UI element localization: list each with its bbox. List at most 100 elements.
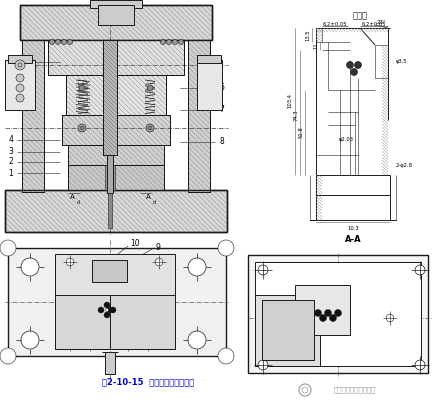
Text: φ3.5: φ3.5 (396, 60, 408, 64)
Circle shape (78, 124, 86, 132)
Bar (262, 300, 314, 360)
Circle shape (161, 40, 165, 45)
Circle shape (145, 327, 151, 333)
Circle shape (147, 85, 153, 91)
Bar (103, 40, 117, 155)
Text: 1: 1 (9, 168, 13, 177)
Circle shape (320, 315, 327, 322)
Text: 103.4: 103.4 (288, 92, 292, 107)
Text: 图2-10-15  超短凸模的小孔冲模: 图2-10-15 超短凸模的小孔冲模 (102, 377, 194, 386)
Circle shape (146, 124, 154, 132)
Circle shape (350, 68, 358, 75)
Text: 9: 9 (156, 243, 160, 252)
Bar (98, 5, 134, 25)
Circle shape (346, 62, 353, 68)
Bar (68, 145, 164, 165)
Circle shape (16, 84, 24, 92)
Circle shape (15, 60, 25, 70)
Circle shape (61, 40, 67, 45)
Bar (48, 40, 184, 75)
Circle shape (66, 306, 74, 314)
Text: 8: 8 (219, 138, 224, 147)
Circle shape (16, 74, 24, 82)
Bar (5, 60, 35, 110)
Circle shape (218, 240, 234, 256)
Text: 2: 2 (9, 158, 13, 166)
Circle shape (415, 360, 425, 370)
Circle shape (67, 342, 73, 348)
Circle shape (79, 85, 85, 91)
Bar (20, 5, 212, 40)
Text: φ2.03: φ2.03 (339, 138, 353, 143)
Circle shape (104, 302, 110, 308)
Circle shape (0, 348, 16, 364)
Text: A: A (70, 194, 74, 200)
Text: A-A: A-A (345, 235, 361, 245)
Text: 23°: 23° (377, 19, 387, 24)
Bar (66, 75, 166, 115)
Circle shape (107, 307, 113, 313)
Bar (66, 75, 166, 115)
Circle shape (178, 40, 184, 45)
Circle shape (258, 265, 268, 275)
Text: 74.3: 74.3 (293, 109, 299, 121)
Bar (22, 40, 44, 192)
Circle shape (106, 306, 114, 314)
Circle shape (87, 327, 93, 333)
Text: 3: 3 (9, 147, 13, 156)
Circle shape (188, 331, 206, 349)
Text: 51.8: 51.8 (299, 126, 304, 138)
Circle shape (355, 62, 362, 68)
Bar (103, 40, 117, 155)
Circle shape (145, 342, 151, 348)
Bar (5, 190, 227, 232)
Circle shape (67, 327, 73, 333)
Text: 10: 10 (130, 239, 140, 247)
Text: 6.2±0.05: 6.2±0.05 (362, 21, 386, 26)
Circle shape (172, 40, 178, 45)
Circle shape (125, 342, 131, 348)
Circle shape (155, 258, 163, 266)
Bar (197, 60, 222, 110)
Text: 13.5: 13.5 (305, 29, 311, 41)
Circle shape (67, 40, 73, 45)
Bar (92, 260, 127, 282)
Circle shape (155, 306, 163, 314)
Bar (188, 40, 210, 192)
Bar (110, 295, 175, 349)
Circle shape (188, 258, 206, 276)
Text: 10.3: 10.3 (347, 226, 359, 230)
Bar (22, 40, 44, 192)
Bar (68, 145, 164, 165)
Text: 五金冲压模具设计自学: 五金冲压模具设计自学 (334, 387, 376, 393)
Text: d: d (76, 200, 79, 205)
Bar (90, 0, 142, 8)
Bar (20, 5, 212, 40)
Text: 2-φ2.8: 2-φ2.8 (396, 162, 413, 168)
Circle shape (386, 314, 394, 322)
Bar (55, 254, 175, 349)
Circle shape (294, 314, 302, 322)
Bar (48, 40, 184, 75)
Bar (68, 165, 164, 190)
Text: 7: 7 (219, 105, 225, 115)
Bar (248, 255, 428, 373)
Circle shape (415, 265, 425, 275)
Bar (8, 55, 32, 63)
Bar (255, 262, 421, 366)
Circle shape (66, 258, 74, 266)
Circle shape (21, 331, 39, 349)
Text: 11: 11 (314, 43, 318, 49)
Circle shape (55, 40, 60, 45)
Bar (62, 115, 170, 145)
Circle shape (166, 40, 172, 45)
Text: A: A (146, 194, 150, 200)
Circle shape (110, 307, 116, 313)
Circle shape (314, 309, 321, 316)
Circle shape (218, 348, 234, 364)
Circle shape (87, 342, 93, 348)
Text: 工件图: 工件图 (353, 11, 368, 21)
Circle shape (334, 309, 342, 316)
Circle shape (258, 360, 268, 370)
Circle shape (0, 240, 16, 256)
